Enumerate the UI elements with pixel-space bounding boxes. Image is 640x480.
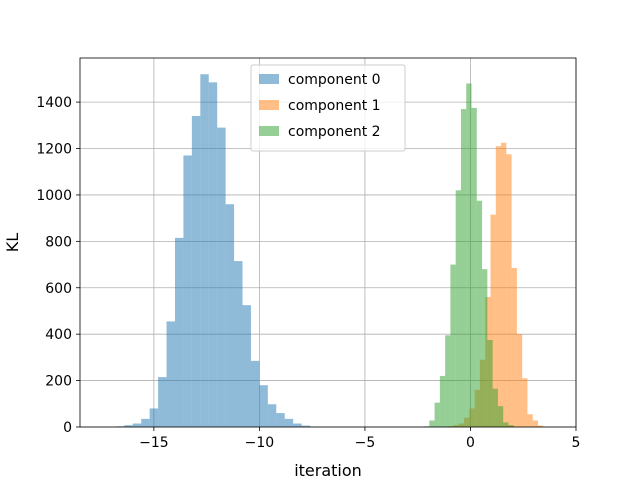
bar-component-0-19 <box>276 413 285 427</box>
legend-box <box>250 64 406 152</box>
legend-swatch-1 <box>259 100 279 110</box>
y-tick-label: 600 <box>45 281 72 297</box>
bar-component-2-7 <box>460 109 467 427</box>
bar-component-1-9 <box>490 214 496 427</box>
y-axis-ticks: 0 200 400 600 800 1000 1200 1400 <box>36 95 80 436</box>
bar-component-0-10 <box>200 74 209 427</box>
y-tick-label: 0 <box>63 420 72 436</box>
bar-component-0-5 <box>158 377 167 427</box>
bars <box>115 74 544 428</box>
bar-component-2-11 <box>482 269 488 427</box>
y-tick-label: 1000 <box>36 188 72 204</box>
bar-component-0-18 <box>267 404 277 427</box>
bar-component-0-1 <box>124 425 133 427</box>
bar-component-0-8 <box>183 155 192 428</box>
legend: component 0 component 1 component 2 <box>250 64 406 152</box>
y-tick-label: 1200 <box>36 142 72 158</box>
y-tick-label: 1400 <box>36 95 72 111</box>
bar-component-0-22 <box>301 425 311 427</box>
bar-component-2-3 <box>439 375 446 427</box>
bar-component-2-1 <box>429 420 435 427</box>
plot-frame <box>79 57 577 428</box>
bar-component-0-3 <box>141 418 150 427</box>
y-tick-label: 200 <box>45 374 72 390</box>
x-tick-label: −5 <box>355 435 376 451</box>
bar-component-1-15 <box>522 378 528 427</box>
bar-component-0-16 <box>250 360 260 427</box>
y-tick-label: 400 <box>45 327 72 343</box>
legend-swatch-0 <box>259 74 279 84</box>
x-axis-label: iteration <box>294 461 362 480</box>
bar-component-0-21 <box>293 423 302 427</box>
bar-component-0-11 <box>208 82 218 428</box>
bar-component-0-14 <box>234 261 243 427</box>
bar-component-2-8 <box>466 83 472 427</box>
bar-component-0-20 <box>284 418 294 427</box>
bar-component-0-17 <box>259 385 268 427</box>
bar-component-2-4 <box>445 335 451 427</box>
bar-component-1-18 <box>538 425 544 427</box>
bar-component-0-9 <box>191 116 201 428</box>
bar-component-0-12 <box>217 127 226 427</box>
bar-component-2-16 <box>508 425 514 427</box>
bar-component-0-13 <box>225 204 235 427</box>
bar-component-0-2 <box>132 423 142 427</box>
bar-component-1-16 <box>527 414 533 427</box>
legend-label-2: component 2 <box>288 124 381 140</box>
bar-component-2-13 <box>492 388 498 427</box>
bar-component-1-12 <box>506 154 512 427</box>
legend-label-0: component 0 <box>288 72 381 88</box>
bar-component-0-15 <box>242 305 251 427</box>
bar-component-2-6 <box>455 190 461 427</box>
y-axis-label: KL <box>3 233 22 252</box>
bar-component-2-12 <box>487 339 493 427</box>
bar-component-1-13 <box>511 268 517 427</box>
bar-component-1-11 <box>501 142 507 427</box>
bar-component-0-4 <box>149 408 159 427</box>
x-axis-ticks: −15 −10 −5 0 5 <box>139 427 580 451</box>
bar-component-2-10 <box>476 200 483 427</box>
bar-component-2-2 <box>434 402 440 427</box>
bar-component-0-6 <box>166 321 175 427</box>
bar-component-0-7 <box>174 237 184 427</box>
bar-component-1-14 <box>516 334 523 427</box>
bar-component-2-9 <box>471 107 477 427</box>
legend-label-1: component 1 <box>288 98 381 114</box>
x-tick-label: −15 <box>139 435 169 451</box>
bar-component-2-5 <box>450 264 456 427</box>
legend-swatch-2 <box>259 126 279 136</box>
bar-component-1-17 <box>532 420 539 427</box>
bar-component-2-14 <box>497 406 504 427</box>
bar-component-2-15 <box>503 422 509 427</box>
x-tick-label: −10 <box>245 435 275 451</box>
y-tick-label: 800 <box>45 234 72 250</box>
bar-component-1-10 <box>495 146 502 428</box>
x-tick-label: 0 <box>466 435 475 451</box>
x-tick-label: 5 <box>572 435 581 451</box>
